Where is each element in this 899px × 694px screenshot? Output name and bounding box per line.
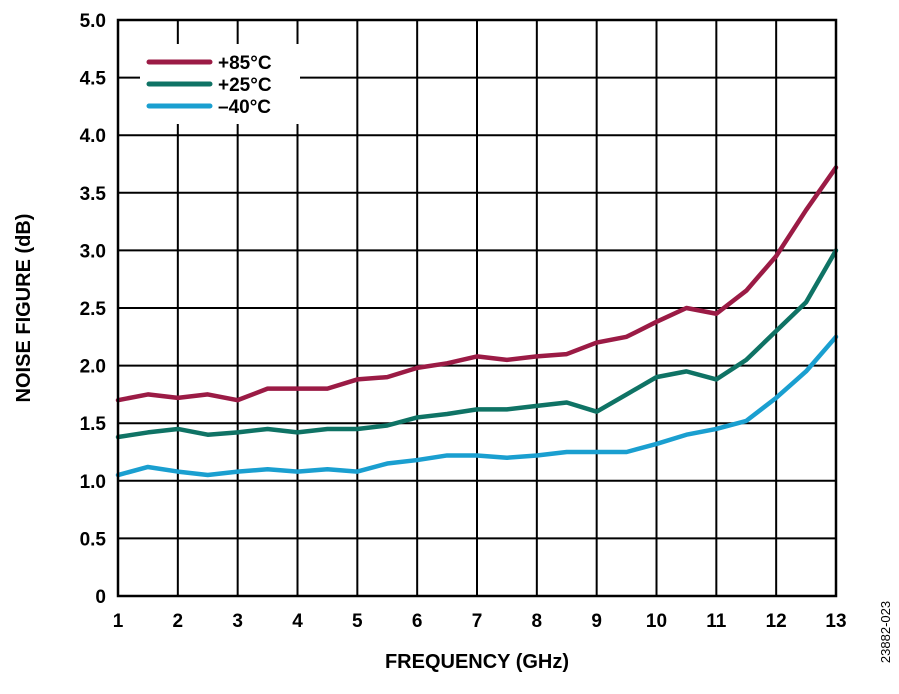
y-tick-label: 5.0 [80,11,106,32]
plot-frame [116,18,838,598]
y-tick-labels: 0 0.5 1.0 1.5 2.0 2.5 3.0 3.5 4.0 4.5 5.0 [80,11,107,608]
legend: +85°C+25°C–40°C [140,44,300,124]
x-tick-label: 5 [352,611,363,632]
y-tick-label: 3.5 [80,184,107,205]
x-tick-label: 9 [591,611,602,632]
x-tick-label: 12 [766,611,787,632]
figure-id: 23882-023 [878,601,893,663]
legend-label: +25°C [218,75,272,96]
x-tick-label: 2 [173,611,184,632]
series-line [115,248,839,440]
x-tick-label: 3 [232,611,243,632]
y-tick-label: 4.0 [80,126,106,147]
x-tick-labels: 1 2 3 4 5 6 7 8 9 10 11 12 13 [113,611,847,632]
legend-label: +85°C [218,53,272,74]
y-tick-label: 4.5 [80,69,107,90]
x-tick-label: 1 [113,611,124,632]
x-tick-label: 4 [292,611,303,632]
series-line [115,165,839,403]
y-tick-label: 0 [95,587,106,608]
y-tick-label: 0.5 [80,529,107,550]
x-tick-label: 13 [825,611,846,632]
y-tick-label: 2.5 [80,299,107,320]
y-axis-label: NOISE FIGURE (dB) [13,214,35,403]
series-lines [115,165,839,478]
y-tick-label: 2.0 [80,357,106,378]
x-tick-label: 10 [646,611,667,632]
y-tick-label: 1.0 [80,472,106,493]
x-tick-label: 8 [532,611,543,632]
series-line [115,334,839,478]
y-tick-label: 1.5 [80,414,107,435]
x-tick-label: 7 [472,611,483,632]
legend-label: –40°C [218,97,271,118]
x-axis-label: FREQUENCY (GHz) [385,651,569,673]
x-tick-label: 11 [706,611,727,632]
y-tick-label: 3.0 [80,241,106,262]
x-tick-label: 6 [412,611,423,632]
